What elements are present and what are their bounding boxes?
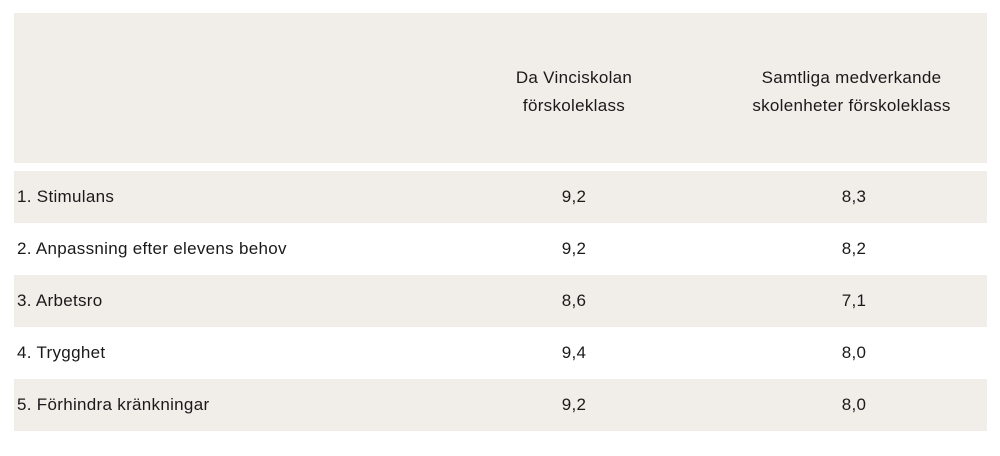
table-row: 2. Anpassning efter elevens behov 9,2 8,… — [14, 223, 987, 275]
row-label: 2. Anpassning efter elevens behov — [17, 239, 287, 258]
value-da-vinciskolan: 9,2 — [561, 395, 587, 414]
column-header-line: Samtliga medverkande — [761, 68, 942, 87]
column-header-samtliga: Samtliga medverkande skolenheter förskol… — [714, 64, 989, 120]
value-da-vinciskolan: 9,4 — [561, 343, 587, 362]
row-label: 1. Stimulans — [17, 187, 115, 206]
column-header-line: skolenheter förskoleklass — [752, 96, 951, 115]
table-row: 1. Stimulans 9,2 8,3 — [14, 171, 987, 223]
column-header-da-vinciskolan: Da Vinciskolan förskoleklass — [469, 64, 679, 120]
table-row: 5. Förhindra kränkningar 9,2 8,0 — [14, 379, 987, 431]
value-samtliga: 8,2 — [841, 239, 867, 258]
value-samtliga: 8,3 — [841, 187, 867, 206]
value-samtliga: 7,1 — [841, 291, 867, 310]
column-header-line: förskoleklass — [522, 96, 626, 115]
value-da-vinciskolan: 9,2 — [561, 187, 587, 206]
table-row: 4. Trygghet 9,4 8,0 — [14, 327, 987, 379]
value-da-vinciskolan: 8,6 — [561, 291, 587, 310]
value-samtliga: 8,0 — [841, 343, 867, 362]
table-row: 3. Arbetsro 8,6 7,1 — [14, 275, 987, 327]
column-header-line: Da Vinciskolan — [515, 68, 633, 87]
value-samtliga: 8,0 — [841, 395, 867, 414]
row-label: 3. Arbetsro — [17, 291, 103, 310]
table-header: Da Vinciskolan förskoleklass Samtliga me… — [14, 13, 987, 163]
row-label: 4. Trygghet — [17, 343, 106, 362]
value-da-vinciskolan: 9,2 — [561, 239, 587, 258]
row-label: 5. Förhindra kränkningar — [17, 395, 210, 414]
header-separator — [14, 163, 987, 171]
results-table: Da Vinciskolan förskoleklass Samtliga me… — [14, 13, 987, 431]
